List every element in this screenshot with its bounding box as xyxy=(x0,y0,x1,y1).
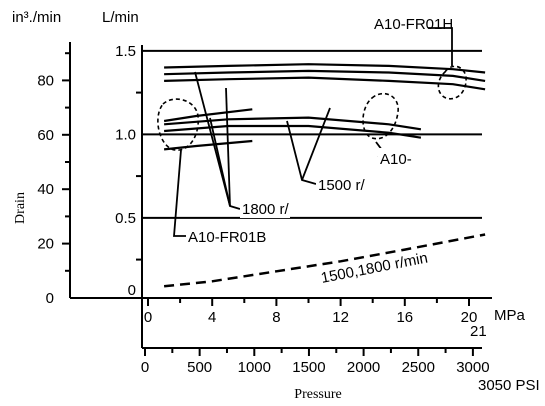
mpa-tick-label: 16 xyxy=(396,309,413,326)
label-bg-1500 xyxy=(316,174,366,194)
series-line-0 xyxy=(164,63,486,74)
leader-lines xyxy=(173,27,453,237)
label-bg-a10-fr01b xyxy=(186,226,292,246)
mpa-unit-label: MPa xyxy=(494,307,526,324)
series-layer xyxy=(163,63,486,288)
series-line-1 xyxy=(164,69,486,82)
mpa-end-tick-label: 21 xyxy=(470,323,487,340)
leader-1500-rpm xyxy=(286,120,317,185)
annotation-1500-rpm: 1500 r/ xyxy=(318,177,366,194)
leader-a10-fr01h xyxy=(428,27,453,66)
psi-tick-label: 0 xyxy=(141,359,149,376)
label-bg-a10-fr01h xyxy=(372,13,428,33)
annotation-a10-fr01h: A10-FR01H xyxy=(374,16,453,33)
leader-1500-rpm-b xyxy=(301,107,331,181)
leader-1800-rpm-b xyxy=(209,117,231,207)
x-axis-title: Pressure xyxy=(294,387,341,402)
annotation-a10: A10- xyxy=(380,151,412,168)
psi-tick-label: 2000 xyxy=(347,359,380,376)
leader-1800-rpm-c xyxy=(225,87,231,207)
left-outer-unit-label: in³./min xyxy=(12,9,61,26)
in3min-tick-label: 0 xyxy=(46,290,54,307)
lmin-tick-label: 0.5 xyxy=(115,210,136,227)
lmin-tick-labels: 0.5 1.0 1.5 0 xyxy=(115,43,136,299)
psi-tick-label: 2500 xyxy=(402,359,435,376)
in3min-tick-label: 80 xyxy=(37,72,54,89)
bubble-a10-fr01h xyxy=(437,65,467,100)
lmin-tick-label: 1.5 xyxy=(115,43,136,60)
lmin-tick-label: 1.0 xyxy=(115,126,136,143)
bubble-a10-fr01b xyxy=(157,98,200,151)
mpa-tick-label: 4 xyxy=(208,309,216,326)
label-bg-1800 xyxy=(240,198,290,218)
series-line-7 xyxy=(163,233,486,288)
mpa-tick-label: 12 xyxy=(332,309,349,326)
mpa-tick-label: 0 xyxy=(144,309,152,326)
psi-tick-label: 1500 xyxy=(292,359,325,376)
psi-end-unit-label: 3050 PSI xyxy=(478,377,540,394)
annotation-1800-rpm: 1800 r/ xyxy=(242,201,290,218)
in3min-tick-label: 40 xyxy=(37,181,54,198)
label-bg-a10 xyxy=(378,148,482,170)
y-axis-title: Drain xyxy=(13,192,28,224)
mpa-tick-label: 20 xyxy=(461,309,478,326)
selection-bubbles xyxy=(157,65,467,151)
in3min-tick-labels: 0 20 40 60 80 xyxy=(37,72,54,307)
psi-tick-label: 1000 xyxy=(238,359,271,376)
lmin-zero-label: 0 xyxy=(128,282,136,299)
series-line-5 xyxy=(163,108,253,123)
gridlines xyxy=(142,49,482,219)
psi-tick-label: 500 xyxy=(187,359,212,376)
mpa-ticks xyxy=(147,298,470,306)
series-line-4 xyxy=(164,124,422,139)
annotation-a10-fr01b: A10-FR01B xyxy=(188,229,266,246)
series-line-6 xyxy=(163,139,253,151)
mpa-tick-labels: 0 4 8 12 16 20 xyxy=(144,309,478,326)
in3min-tick-label: 20 xyxy=(37,236,54,253)
axes xyxy=(69,42,492,349)
left-inner-unit-label: L/min xyxy=(102,9,139,26)
series-line-2 xyxy=(164,76,486,91)
leader-1800-rpm xyxy=(194,71,241,210)
mpa-tick-label: 8 xyxy=(272,309,280,326)
psi-ticks xyxy=(144,348,474,356)
in3min-tick-label: 60 xyxy=(37,127,54,144)
psi-tick-label: 3000 xyxy=(456,359,489,376)
lmin-ticks xyxy=(136,91,142,261)
leader-a10-fr01b xyxy=(173,149,186,237)
in3min-ticks xyxy=(62,52,70,272)
psi-tick-labels: 0 500 1000 1500 2000 2500 3000 xyxy=(141,359,490,376)
